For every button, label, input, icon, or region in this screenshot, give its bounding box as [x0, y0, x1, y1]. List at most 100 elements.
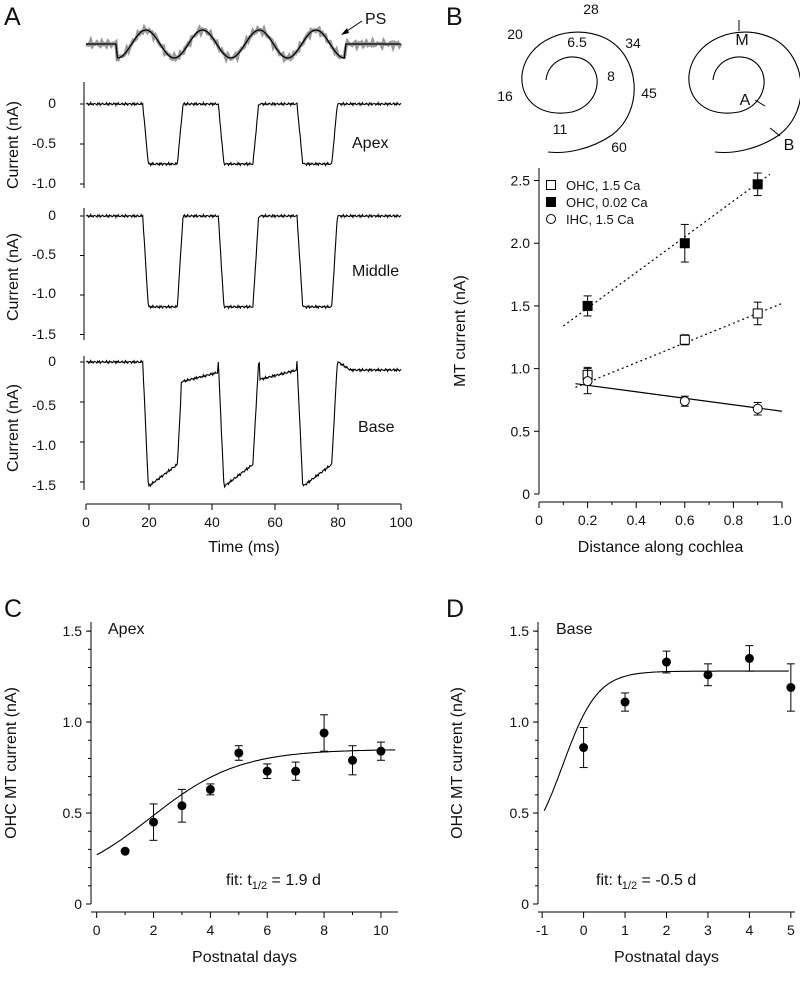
a-xtick-1: 20 — [141, 514, 157, 530]
a3-ytick-2: -1.0 — [32, 437, 56, 453]
b-point-2-1 — [679, 396, 690, 407]
a-xtick-5: 100 — [389, 514, 413, 530]
b-xtick-label: 0.4 — [626, 512, 646, 528]
a-xlabel: Time (ms) — [208, 539, 279, 556]
panel-c-fit-sub: 1/2 — [252, 880, 267, 892]
b-point-1-0 — [582, 300, 593, 311]
panel-letter-a: A — [4, 3, 21, 31]
d-xtick-label: 0 — [580, 922, 588, 938]
spiral-left — [521, 31, 635, 153]
b-fit-line-0 — [575, 302, 783, 388]
c-point-6 — [291, 766, 301, 776]
b-legend-label-0: OHC, 1.5 Ca — [566, 178, 641, 193]
panel-letter-b: B — [446, 3, 463, 31]
stimulus-command-trace — [86, 29, 401, 59]
b-ytick-label: 1.0 — [511, 361, 531, 377]
cochlea-spirals — [521, 20, 800, 153]
spiral-mark-a — [754, 99, 766, 107]
panel-c-fit-prefix: fit: t — [226, 872, 252, 889]
b-ytick-label: 0 — [522, 486, 530, 502]
a1-ytick-0: 0 — [48, 95, 56, 111]
d-xtick-label: 5 — [787, 922, 795, 938]
d-xtick-label: 2 — [663, 922, 671, 938]
panel-b-scatter: 0 0.5 1.0 1.5 2.0 2.5 0 0.2 0.4 0.6 0.8 1.0 Distance… — [452, 168, 792, 556]
d-point-1 — [620, 697, 630, 707]
spiral-pos-a: A — [740, 92, 751, 109]
c-ylabel: OHC MT current (nA) — [3, 687, 20, 839]
a1-ylabel: Current (nA) — [5, 101, 22, 189]
b-xtick-label: 1.0 — [772, 512, 792, 528]
spiral-freq-20: 20 — [507, 26, 523, 42]
c-xtick-label: 2 — [150, 922, 158, 938]
panel-c-annotation: Apex — [108, 621, 144, 638]
panel-d-fit-prefix: fit: t — [596, 872, 622, 889]
spiral-freq-16: 16 — [497, 88, 513, 104]
a2-ytick-1: -0.5 — [32, 246, 56, 262]
spiral-mark-b — [769, 127, 781, 137]
d-point-5 — [786, 682, 796, 692]
panel-d-annotation: Base — [556, 621, 593, 638]
d-xtick-label: 3 — [704, 922, 712, 938]
d-ytick-label: 0 — [521, 896, 529, 912]
c-ytick-label: 1.5 — [63, 623, 83, 639]
a2-ytick-2: -1.0 — [32, 285, 56, 301]
spiral-pos-m: M — [735, 32, 748, 49]
a3-ytick-0: 0 — [48, 353, 56, 369]
trace-label-apex: Apex — [352, 135, 388, 152]
d-point-2 — [662, 657, 671, 667]
c-point-8 — [348, 755, 358, 765]
panel-d-fit-label: fit: t1/2 = -0.5 d — [596, 872, 696, 892]
c-ytick-label: 0 — [74, 896, 82, 912]
d-fit-curve — [543, 670, 789, 811]
b-legend-marker-0 — [546, 180, 556, 190]
b-xlabel: Distance along cochlea — [578, 539, 744, 556]
d-xlabel: Postnatal days — [614, 949, 719, 966]
stimulus-recorded-trace — [85, 23, 403, 64]
panel-d-fit-sub: 1/2 — [622, 880, 637, 892]
c-point-7 — [319, 728, 329, 738]
b-point-2-0 — [582, 376, 593, 387]
c-xtick-label: 4 — [206, 922, 214, 938]
d-ytick-label: 0.5 — [510, 805, 530, 821]
b-xtick-label: 0.8 — [724, 512, 744, 528]
panel-d-scatter: 0 0.5 1.0 1.5 -1 0 1 2 3 4 5 Postnatal days OHC MT c… — [449, 622, 796, 966]
c-point-9 — [376, 746, 386, 756]
a-xtick-4: 80 — [330, 514, 346, 530]
spiral-freq-60: 60 — [611, 139, 627, 155]
panel-c-fit-value: = 1.9 d — [267, 872, 321, 889]
b-ytick-label: 1.5 — [511, 298, 531, 314]
c-point-4 — [234, 748, 244, 758]
b-point-0-2 — [752, 308, 763, 319]
b-xtick-label: 0.6 — [675, 512, 695, 528]
b-ylabel: MT current (nA) — [452, 275, 469, 387]
a3-ytick-1: -0.5 — [32, 397, 56, 413]
b-point-2-2 — [752, 403, 763, 414]
b-legend-marker-2 — [546, 214, 556, 224]
panel-c-scatter: 0 0.5 1.0 1.5 0 2 4 6 8 10 Postnatal days OHC MT cu… — [3, 622, 398, 966]
c-xlabel: Postnatal days — [192, 949, 297, 966]
c-fit-curve — [96, 749, 396, 856]
panel-letter-d: D — [446, 595, 464, 623]
c-xtick-label: 6 — [263, 922, 271, 938]
c-ytick-label: 1.0 — [63, 714, 83, 730]
stimulus-label: PS — [365, 11, 386, 28]
b-xtick-label: 0 — [535, 512, 543, 528]
c-xtick-label: 10 — [373, 922, 389, 938]
current-trace-apex — [85, 101, 402, 167]
b-ytick-label: 0.5 — [511, 423, 531, 439]
c-point-2 — [177, 801, 187, 811]
c-point-0 — [120, 846, 130, 856]
panel-d-fit-value: = -0.5 d — [637, 872, 696, 889]
b-ytick-label: 2.5 — [511, 173, 531, 189]
a3-ytick-3: -1.5 — [32, 477, 56, 493]
d-xtick-label: -1 — [536, 922, 549, 938]
a-xtick-0: 0 — [82, 514, 90, 530]
spiral-pos-b: B — [784, 137, 795, 154]
spiral-freq-34: 34 — [625, 35, 641, 51]
spiral-freq-8: 8 — [607, 68, 615, 84]
c-point-3 — [205, 784, 215, 794]
spiral-freq-11: 11 — [553, 121, 568, 137]
b-xtick-label: 0.2 — [578, 512, 598, 528]
b-fit-line-2 — [575, 383, 783, 412]
